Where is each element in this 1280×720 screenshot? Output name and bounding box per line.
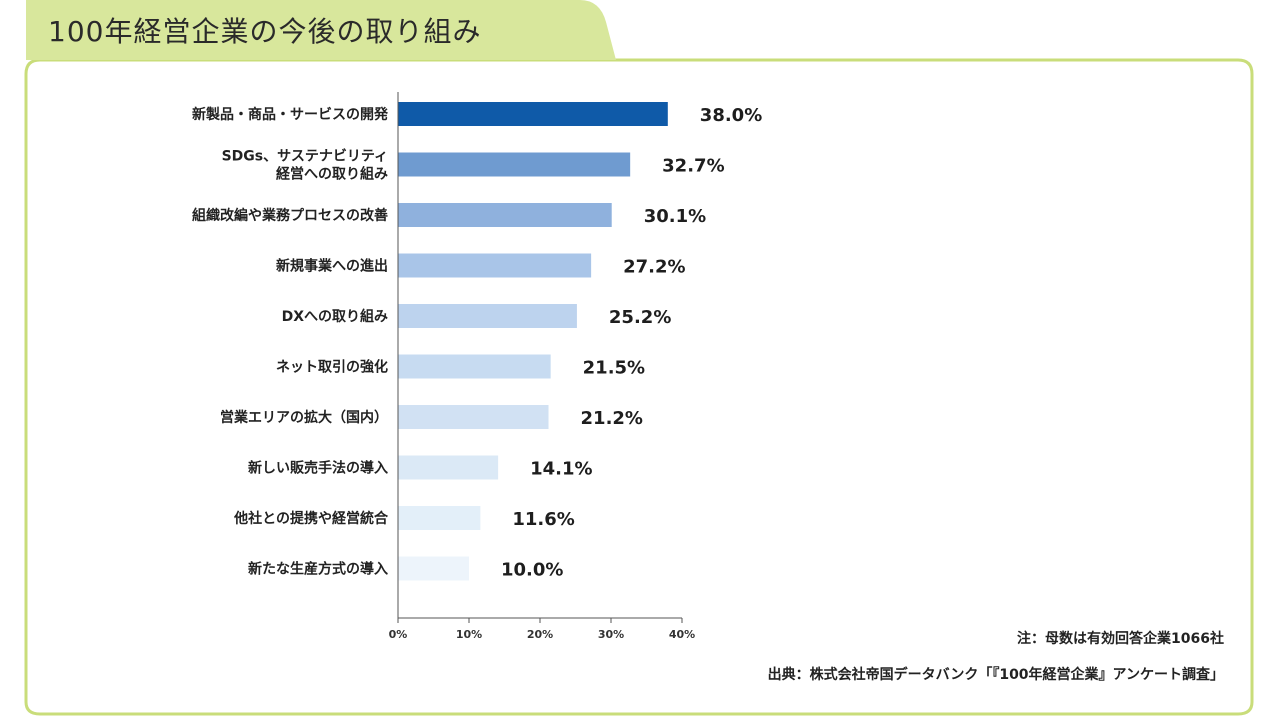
x-tick-label-3: 30% [598,628,624,641]
value-label-10: 10.0% [501,560,563,581]
bar-3 [398,203,612,227]
x-tick-label-2: 20% [527,628,553,641]
value-label-9: 11.6% [512,509,574,530]
bar-6 [398,354,551,379]
value-label-3: 30.1% [644,206,706,227]
category-label-2-line-2: 経営への取り組み [276,166,388,183]
title-tab-shape [26,0,616,60]
page-title: 100年経営企業の今後の取り組み [48,15,482,48]
category-label-6: ネット取引の強化 [276,359,388,376]
value-label-6: 21.5% [583,358,645,379]
value-label-8: 14.1% [530,459,592,480]
category-label-7: 営業エリアの拡大（国内） [220,409,388,426]
bar-10 [398,556,469,581]
value-label-1: 38.0% [700,105,762,126]
bar-4 [398,253,592,278]
value-label-7: 21.2% [581,408,643,429]
note-sample-size: 注：母数は有効回答企業1066社 [1017,631,1224,647]
frame-border [24,58,1254,716]
category-label-10: 新たな生産方式の導入 [248,561,388,578]
value-label-2: 32.7% [662,156,724,177]
x-tick-label-0: 0% [389,628,408,641]
category-label-3: 組織改編や業務プロセスの改善 [192,207,388,224]
bar-9 [398,506,481,530]
bar-8 [398,455,499,480]
bar-2 [398,152,631,177]
x-tick-label-4: 40% [669,628,695,641]
bar-7 [398,405,549,429]
category-label-1: 新製品・商品・サービスの開発 [192,106,389,123]
category-label-8: 新しい販売手法の導入 [248,460,388,477]
value-label-4: 27.2% [623,257,685,278]
category-label-5: DXへの取り組み [282,308,388,325]
bar-1 [398,102,668,126]
axis-layer: 0% 10% 20% 30% 40% [389,92,695,641]
value-label-5: 25.2% [609,307,671,328]
category-label-2-line-1: SDGs、サステナビリティ [222,149,388,165]
note-source: 出典：株式会社帝国データバンク「『100年経営企業』アンケート調査」 [767,667,1224,683]
bar-5 [398,304,577,328]
bars-layer: 38.0% 新製品・商品・サービスの開発 32.7% SDGs、サステナビリティ経営へ… [192,102,762,581]
category-label-9: 他社との提携や経営統合 [233,510,389,527]
x-tick-label-1: 10% [456,628,482,641]
category-label-4: 新規事業への進出 [276,258,388,275]
